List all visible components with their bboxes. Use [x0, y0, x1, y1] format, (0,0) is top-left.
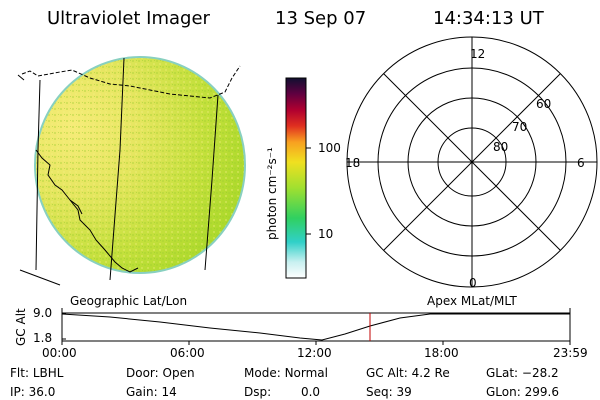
timeline-xtick-0000: 00:00 [42, 346, 77, 360]
app-title: Ultraviolet Imager [47, 8, 210, 29]
info-glat: GLat: −28.2 [486, 366, 559, 380]
info-flt: Flt: LBHL [10, 366, 64, 380]
lat-label-70: 70 [512, 120, 528, 134]
info-glon: GLon: 299.6 [486, 385, 559, 399]
info-gain: Gain: 14 [126, 385, 177, 399]
info-dsp: Dsp: 0.0 [244, 385, 321, 399]
lat-label-80: 80 [493, 140, 509, 154]
mlt-label-0: 0 [469, 276, 477, 290]
info-gc-alt: GC Alt: 4.2 Re [366, 366, 450, 380]
info-ip: IP: 36.0 [10, 385, 56, 399]
info-seq: Seq: 39 [366, 385, 412, 399]
mlt-label-6: 6 [577, 156, 585, 170]
timeline-ytick-low: 1.8 [33, 331, 53, 345]
colorbar-tick-100: 100 [318, 141, 341, 155]
info-mode: Mode: Normal [244, 366, 328, 380]
timeline-xtick-1200: 12:00 [297, 346, 332, 360]
mlt-label-12: 12 [470, 47, 486, 61]
colorbar-tick-10: 10 [318, 227, 334, 241]
timeline-xtick-1800: 18:00 [424, 346, 459, 360]
timeline-ytick-high: 9.0 [33, 306, 53, 320]
timeline-ylabel: GC Alt [14, 308, 28, 346]
timeline-plot [61, 308, 571, 345]
time-label: 14:34:13 UT [433, 8, 544, 29]
timeline-left-title: Geographic Lat/Lon [70, 294, 188, 308]
timeline-xtick-2359: 23:59 [553, 346, 588, 360]
info-door: Door: Open [126, 366, 195, 380]
mlt-label-18: 18 [345, 156, 361, 170]
colorbar [285, 77, 311, 279]
date-label: 13 Sep 07 [275, 8, 367, 29]
timeline-xtick-0600: 06:00 [170, 346, 205, 360]
earth-image [17, 56, 246, 286]
colorbar-unit-label: photon cm⁻²s⁻¹ [265, 147, 279, 240]
lat-label-60: 60 [536, 97, 552, 111]
timeline-right-title: Apex MLat/MLT [427, 294, 517, 308]
polar-plot [346, 36, 598, 288]
